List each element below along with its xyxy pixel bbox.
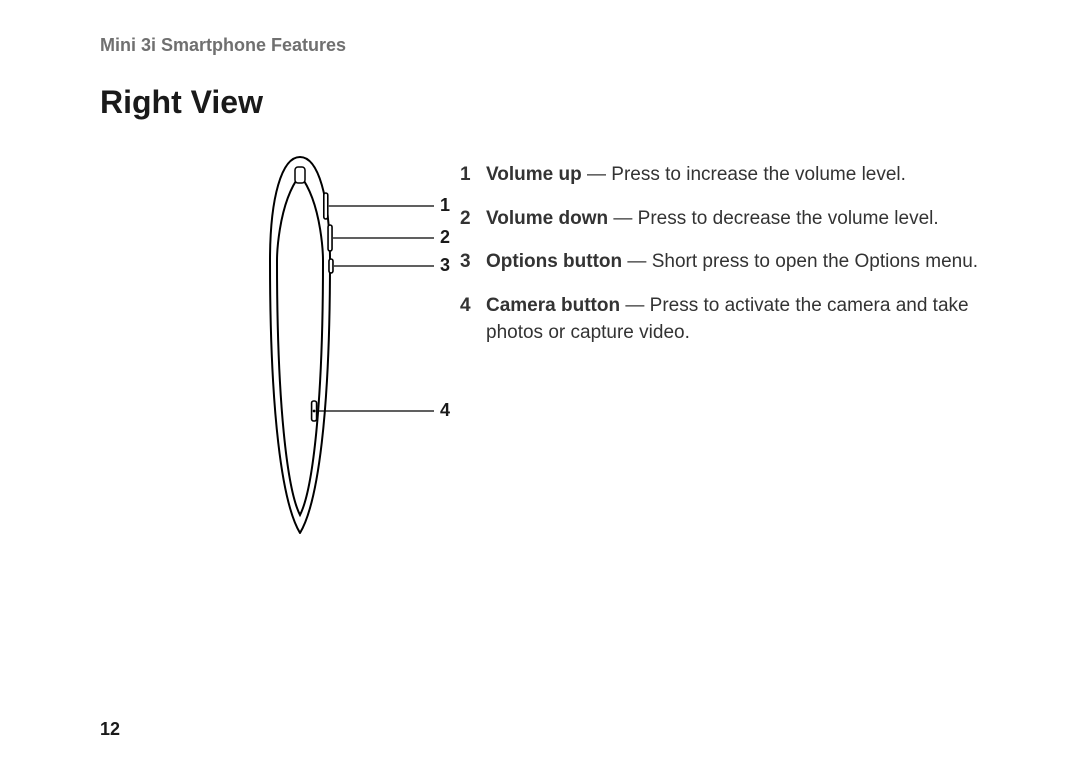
volume-down-button-shape [328, 225, 332, 251]
legend-sep: — [608, 208, 638, 229]
legend-desc: Short press to open the Options menu. [652, 251, 978, 272]
legend-term: Volume up [486, 164, 582, 185]
legend-text: Volume down — Press to decrease the volu… [486, 205, 980, 233]
content-row: 1 2 3 4 1 Volume up — Press to increase … [100, 151, 980, 551]
legend-desc: Press to decrease the volume level. [638, 208, 939, 229]
section-header: Mini 3i Smartphone Features [100, 35, 980, 56]
volume-up-button-shape [324, 193, 328, 219]
legend-text: Camera button — Press to activate the ca… [486, 292, 980, 347]
legend-item: 2 Volume down — Press to decrease the vo… [460, 205, 980, 233]
phone-right-view-diagram [100, 151, 460, 551]
legend-num: 2 [460, 205, 486, 233]
legend-term: Volume down [486, 208, 608, 229]
legend-text: Options button — Short press to open the… [486, 248, 980, 276]
legend-num: 3 [460, 248, 486, 276]
legend-sep: — [622, 251, 652, 272]
top-slot [295, 167, 305, 183]
legend-item: 1 Volume up — Press to increase the volu… [460, 161, 980, 189]
legend-sep: — [620, 295, 650, 316]
legend-sep: — [582, 164, 612, 185]
legend-term: Options button [486, 251, 622, 272]
legend-text: Volume up — Press to increase the volume… [486, 161, 980, 189]
legend-column: 1 Volume up — Press to increase the volu… [460, 151, 980, 363]
options-button-shape [329, 259, 333, 273]
page-title: Right View [100, 84, 980, 121]
manual-page: Mini 3i Smartphone Features Right View 1… [0, 0, 1080, 766]
legend-item: 4 Camera button — Press to activate the … [460, 292, 980, 347]
page-number: 12 [100, 719, 120, 740]
legend-num: 1 [460, 161, 486, 189]
legend-term: Camera button [486, 295, 620, 316]
legend-desc: Press to increase the volume level. [611, 164, 906, 185]
callout-1: 1 [440, 195, 450, 216]
diagram-column: 1 2 3 4 [100, 151, 460, 551]
legend-num: 4 [460, 292, 486, 320]
callout-4: 4 [440, 400, 450, 421]
camera-button-dot [313, 410, 316, 413]
callout-3: 3 [440, 255, 450, 276]
legend-item: 3 Options button — Short press to open t… [460, 248, 980, 276]
callout-2: 2 [440, 227, 450, 248]
